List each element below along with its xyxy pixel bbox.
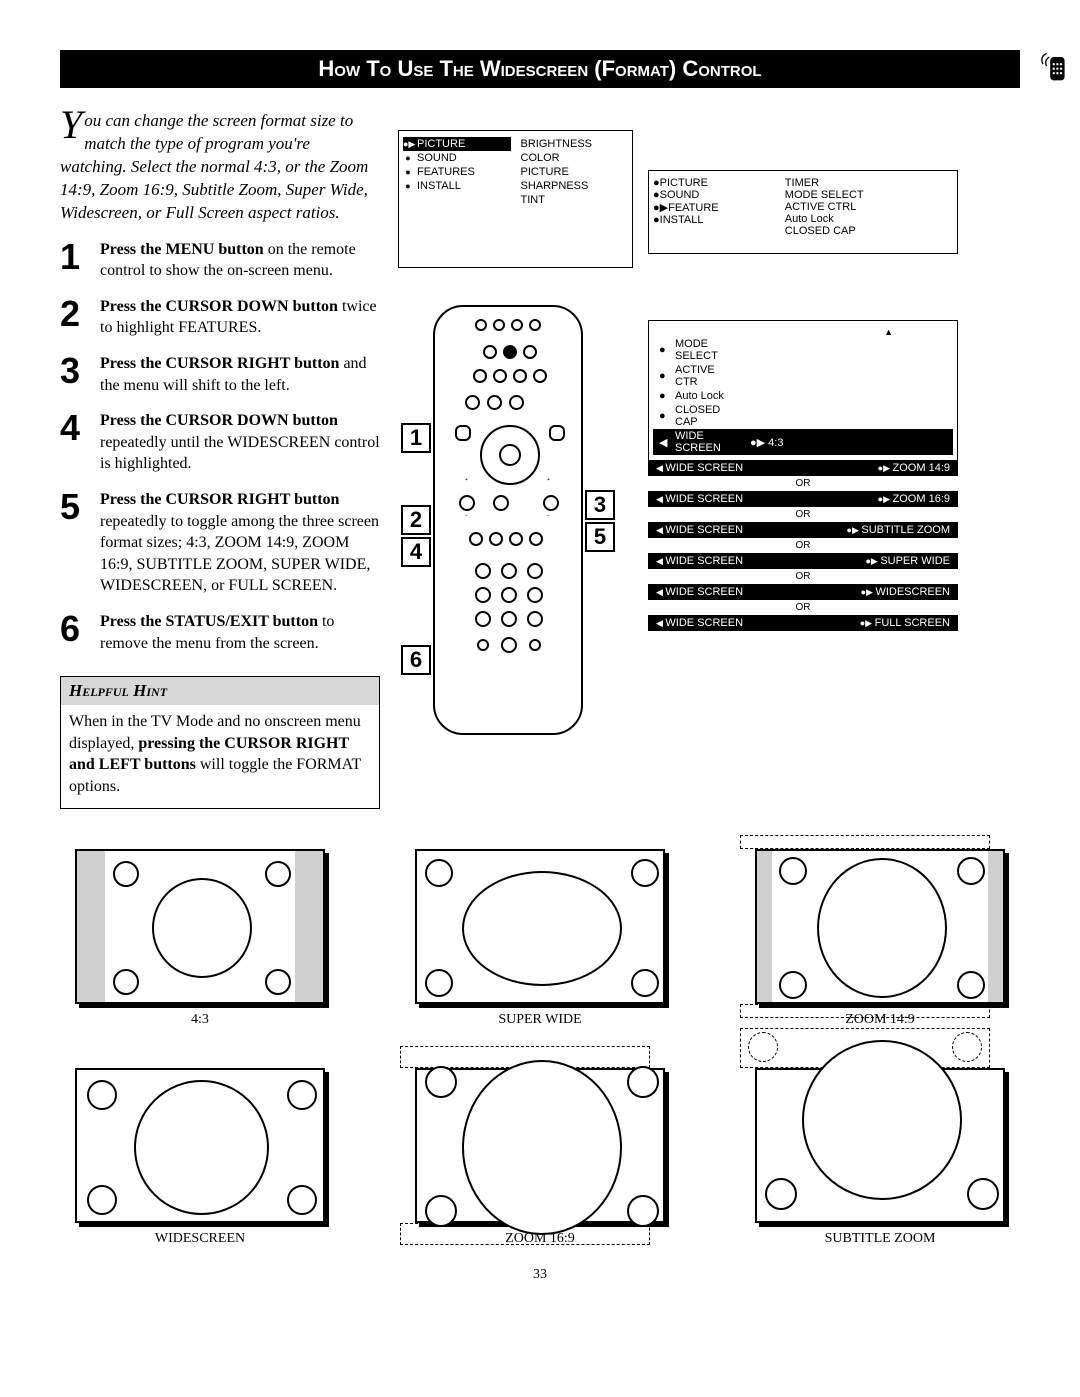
up-arrow-icon: ▲ (653, 327, 953, 337)
screen-zoom-16-9 (415, 1068, 665, 1223)
callout-4: 4 (401, 537, 431, 567)
screen-zoom-14-9 (755, 849, 1005, 1004)
osd-item: CLOSED CAP (785, 225, 953, 237)
step: 5 Press the CURSOR RIGHT button repeated… (60, 489, 380, 597)
wide-option-row: WIDE SCREENSUPER WIDE (648, 553, 958, 569)
or-label: OR (648, 540, 958, 551)
osd-item: ●PICTURE (653, 177, 775, 189)
osd-menu-picture: ●▶PICTURE●SOUND●FEATURES●INSTALL BRIGHTN… (398, 130, 633, 268)
callout-6: 6 (401, 645, 431, 675)
remote-icon (1034, 48, 1070, 84)
osd-item: ●▶PICTURE (403, 137, 511, 151)
page-number: 33 (60, 1267, 1020, 1283)
or-label: OR (648, 602, 958, 613)
osd-item: BRIGHTNESS (521, 137, 629, 151)
step: 4 Press the CURSOR DOWN button repeatedl… (60, 410, 380, 475)
screen-subtitle-zoom (755, 1068, 1005, 1223)
step-number: 5 (60, 489, 94, 597)
screen-super-wide (415, 849, 665, 1004)
osd-item: TINT (521, 193, 629, 207)
callout-3: 3 (585, 490, 615, 520)
step-text: Press the CURSOR RIGHT button and the me… (100, 353, 380, 396)
wide-option-row: WIDE SCREENWIDESCREEN (648, 584, 958, 600)
or-label: OR (648, 478, 958, 489)
page-title: How To Use The Widescreen (Format) Contr… (60, 50, 1020, 88)
osd-item: PICTURE (521, 165, 629, 179)
wide-option-row: WIDE SCREENSUBTITLE ZOOM (648, 522, 958, 538)
callout-5: 5 (585, 522, 615, 552)
step-number: 2 (60, 296, 94, 339)
remote-diagram: + + − − (433, 305, 583, 735)
osd-item: ●▶FEATURE (653, 201, 775, 214)
osd-item: ●CLOSED CAP (653, 403, 953, 429)
format-label: 4:3 (60, 1012, 340, 1028)
or-label: OR (648, 571, 958, 582)
step: 3 Press the CURSOR RIGHT button and the … (60, 353, 380, 396)
callout-2: 2 (401, 505, 431, 535)
hint-title: Helpful Hint (61, 677, 379, 705)
step-text: Press the STATUS/EXIT button to remove t… (100, 611, 380, 654)
osd-item: SHARPNESS (521, 179, 629, 193)
osd-item: COLOR (521, 151, 629, 165)
instructions-column: You can change the screen format size to… (60, 110, 380, 809)
osd-item: ●INSTALL (403, 179, 511, 193)
step: 1 Press the MENU button on the remote co… (60, 239, 380, 282)
or-label: OR (648, 509, 958, 520)
osd-item: ●SOUND (403, 151, 511, 165)
osd-menu-feature: ●PICTURE●SOUND●▶FEATURE●INSTALL TIMERMOD… (648, 170, 958, 254)
wide-option-row: WIDE SCREENFULL SCREEN (648, 615, 958, 631)
wide-option-row: WIDE SCREENZOOM 16:9 (648, 491, 958, 507)
hint-body: When in the TV Mode and no onscreen menu… (61, 705, 379, 807)
format-label: WIDESCREEN (60, 1231, 340, 1247)
intro-text: You can change the screen format size to… (60, 110, 380, 225)
step-text: Press the MENU button on the remote cont… (100, 239, 380, 282)
step-text: Press the CURSOR DOWN button repeatedly … (100, 410, 380, 475)
step-number: 6 (60, 611, 94, 654)
osd-item: ●Auto Lock (653, 389, 953, 403)
osd-item: ●MODE SELECT (653, 337, 953, 363)
step-number: 1 (60, 239, 94, 282)
or-label: OR (648, 447, 958, 458)
step-text: Press the CURSOR DOWN button twice to hi… (100, 296, 380, 339)
step: 2 Press the CURSOR DOWN button twice to … (60, 296, 380, 339)
osd-item: TIMER (785, 177, 953, 189)
osd-item: ●FEATURES (403, 165, 511, 179)
format-diagrams: 4:3 SUPER WIDE (60, 849, 1020, 1247)
step-number: 3 (60, 353, 94, 396)
osd-item: ●SOUND (653, 189, 775, 201)
osd-item: MODE SELECT (785, 189, 953, 201)
widescreen-options-list: OR WIDE SCREENZOOM 14:9 OR WIDE SCREENZOOM… (648, 445, 958, 631)
step-number: 4 (60, 410, 94, 475)
screen-4-3 (75, 849, 325, 1004)
helpful-hint-box: Helpful Hint When in the TV Mode and no … (60, 676, 380, 808)
osd-menu-widescreen: ▲ ●MODE SELECT●ACTIVE CTR●Auto Lock●CLOS… (648, 320, 958, 462)
step-text: Press the CURSOR RIGHT button repeatedly… (100, 489, 380, 597)
screen-widescreen (75, 1068, 325, 1223)
osd-item: ACTIVE CTRL (785, 201, 953, 213)
osd-item: Auto Lock (785, 213, 953, 225)
format-label: SUPER WIDE (400, 1012, 680, 1028)
step: 6 Press the STATUS/EXIT button to remove… (60, 611, 380, 654)
osd-item: ●INSTALL (653, 214, 775, 226)
osd-item: ●ACTIVE CTR (653, 363, 953, 389)
wide-option-row: WIDE SCREENZOOM 14:9 (648, 460, 958, 476)
format-label: SUBTITLE ZOOM (740, 1231, 1020, 1247)
callout-1: 1 (401, 423, 431, 453)
